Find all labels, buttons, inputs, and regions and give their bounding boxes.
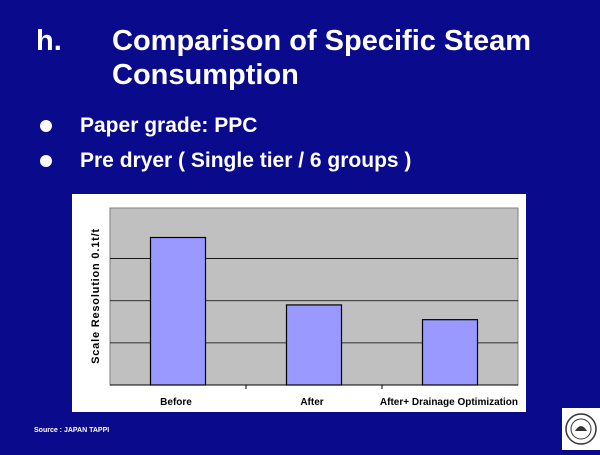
bullet-list: Paper grade: PPC Pre dryer ( Single tier… <box>36 108 411 178</box>
bullet-text: Pre dryer ( Single tier / 6 groups ) <box>80 148 412 172</box>
seal-logo-icon <box>562 408 600 450</box>
source-note: Source : JAPAN TAPPI <box>34 427 110 434</box>
y-axis-label: Scale Resolution 0.1t/t <box>90 228 102 364</box>
category-label: Before <box>160 397 192 408</box>
bullet-dot-icon <box>40 154 52 167</box>
bullet-item: Pre dryer ( Single tier / 6 groups ) <box>36 143 411 178</box>
category-label: After+ Drainage Optimization <box>380 397 518 408</box>
category-label: After <box>300 397 323 408</box>
bar <box>421 319 479 386</box>
bar <box>149 236 207 386</box>
bar <box>285 304 343 386</box>
section-marker: h. <box>36 25 62 57</box>
slide-title: Comparison of Specific Steam Consumption <box>112 25 531 91</box>
bullet-item: Paper grade: PPC <box>36 108 411 143</box>
bullet-dot-icon <box>40 119 52 132</box>
bullet-text: Paper grade: PPC <box>80 113 258 137</box>
chart-container: Before After After+ Drainage Optimization S… <box>72 194 526 412</box>
bar-chart: Before After After+ Drainage Optimization S… <box>90 207 519 408</box>
